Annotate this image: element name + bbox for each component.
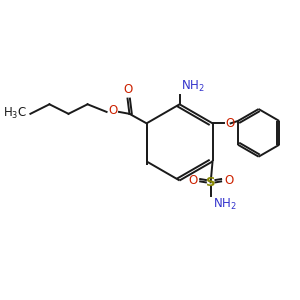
Text: O: O — [225, 117, 234, 130]
Text: S: S — [206, 176, 215, 189]
Text: O: O — [109, 104, 118, 118]
Text: O: O — [123, 83, 132, 96]
Text: O: O — [188, 174, 197, 187]
Text: O: O — [224, 174, 233, 187]
Text: H$_3$C: H$_3$C — [3, 106, 28, 122]
Text: NH$_2$: NH$_2$ — [213, 197, 236, 212]
Text: NH$_2$: NH$_2$ — [182, 79, 205, 94]
